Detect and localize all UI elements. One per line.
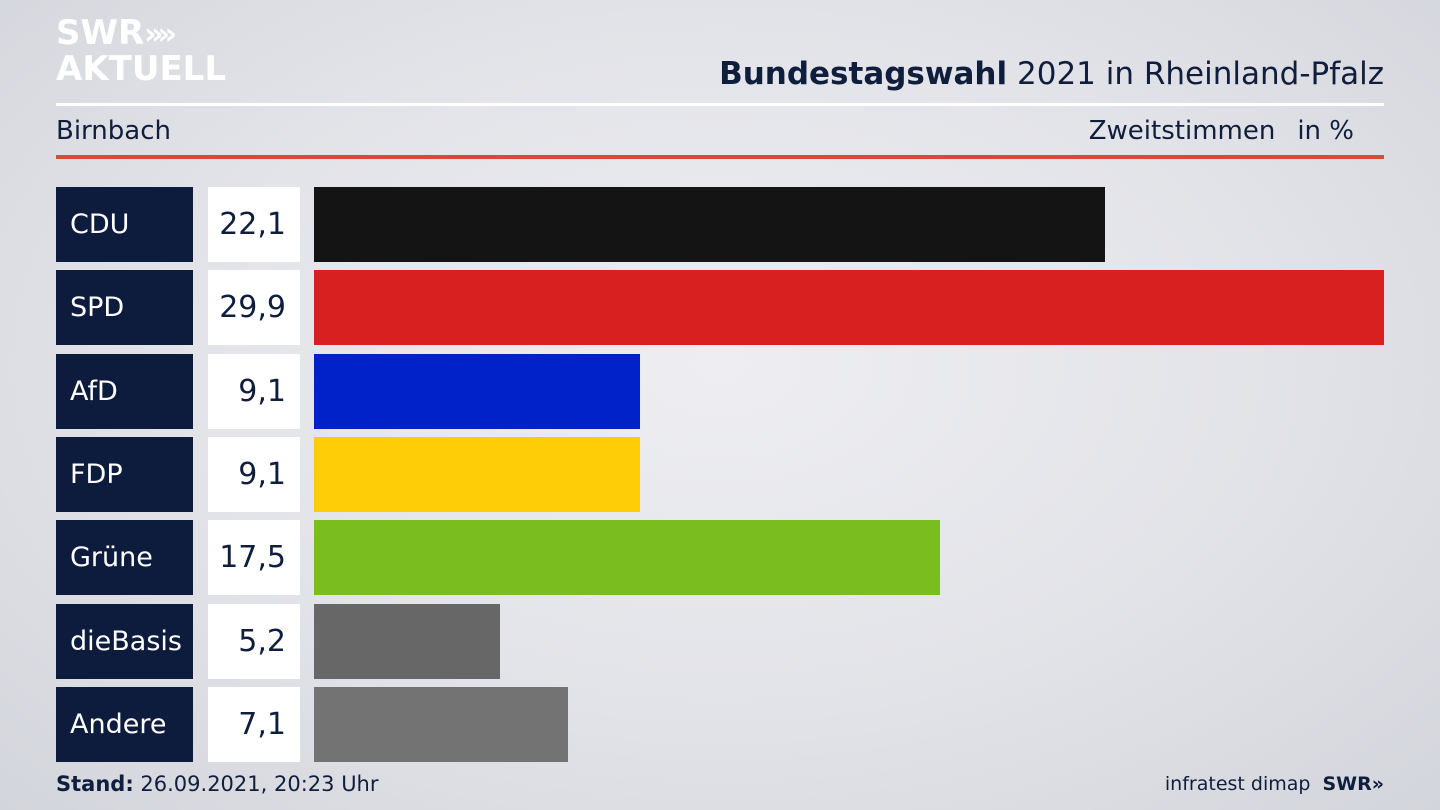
party-label: dieBasis bbox=[56, 604, 193, 679]
swr-aktuell-logo: SWR»» AKTUELL bbox=[56, 13, 227, 89]
header-divider bbox=[56, 103, 1384, 106]
data-label: 29,9 bbox=[208, 270, 300, 345]
data-label: 5,2 bbox=[208, 604, 300, 679]
party-label: Grüne bbox=[56, 520, 193, 595]
bar-row: SPD 29,9 bbox=[56, 270, 1384, 345]
data-label: 22,1 bbox=[208, 187, 300, 262]
logo-text-swr: SWR bbox=[56, 13, 145, 53]
bar bbox=[314, 687, 568, 762]
party-label: CDU bbox=[56, 187, 193, 262]
data-label: 9,1 bbox=[208, 354, 300, 429]
chart-title: Bundestagswahl 2021 in Rheinland-Pfalz bbox=[719, 56, 1384, 92]
timestamp: Stand: 26.09.2021, 20:23 Uhr bbox=[56, 772, 379, 796]
source-name: infratest dimap bbox=[1164, 773, 1311, 795]
region-name: Birnbach bbox=[56, 116, 171, 146]
footer-swr-logo: SWR» bbox=[1322, 773, 1384, 795]
accent-divider bbox=[56, 155, 1384, 159]
bar bbox=[314, 437, 640, 512]
data-label: 9,1 bbox=[208, 437, 300, 512]
timestamp-label: Stand: bbox=[56, 772, 134, 796]
bar-row: dieBasis 5,2 bbox=[56, 604, 1384, 679]
chart-title-bold: Bundestagswahl bbox=[719, 56, 1008, 92]
logo-text-aktuell: AKTUELL bbox=[56, 49, 227, 89]
bar-row: Andere 7,1 bbox=[56, 687, 1384, 762]
bar-row: AfD 9,1 bbox=[56, 354, 1384, 429]
bar bbox=[314, 354, 640, 429]
party-label: Andere bbox=[56, 687, 193, 762]
bar bbox=[314, 270, 1384, 345]
data-label: 17,5 bbox=[208, 520, 300, 595]
bar bbox=[314, 520, 940, 595]
bar-row: CDU 22,1 bbox=[56, 187, 1384, 262]
party-label: AfD bbox=[56, 354, 193, 429]
logo-chevrons-icon: » bbox=[144, 17, 164, 52]
data-label: 7,1 bbox=[208, 687, 300, 762]
party-label: SPD bbox=[56, 270, 193, 345]
subtitle-vote-type: Zweitstimmen bbox=[1088, 116, 1276, 146]
bar bbox=[314, 187, 1105, 262]
timestamp-value: 26.09.2021, 20:23 Uhr bbox=[140, 772, 379, 796]
source-credit: infratest dimap SWR» bbox=[1165, 773, 1384, 795]
bar-row: FDP 9,1 bbox=[56, 437, 1384, 512]
chart-subtitle: Zweitstimmen in % bbox=[1089, 116, 1354, 146]
party-label: FDP bbox=[56, 437, 193, 512]
chart-title-rest: 2021 in Rheinland-Pfalz bbox=[1017, 56, 1384, 92]
bar-row: Grüne 17,5 bbox=[56, 520, 1384, 595]
subtitle-unit: in % bbox=[1297, 116, 1354, 146]
bar bbox=[314, 604, 500, 679]
